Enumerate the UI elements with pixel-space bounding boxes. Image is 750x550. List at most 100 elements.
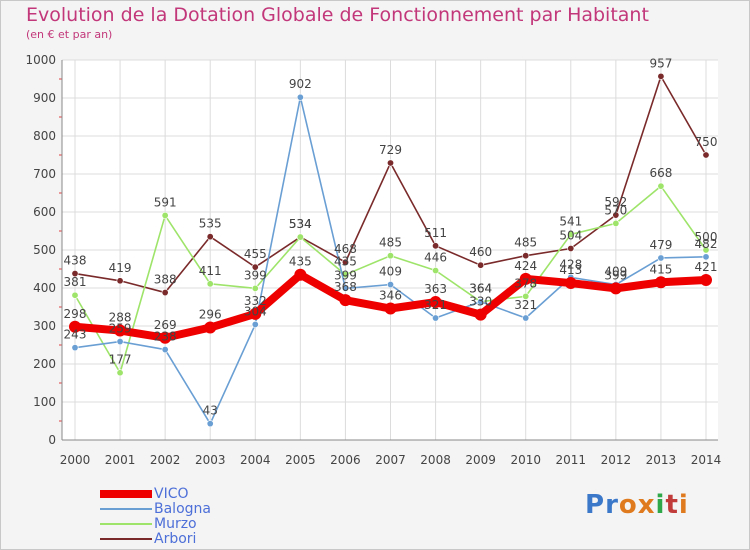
data-label-vico: 288 [109, 311, 132, 325]
data-point-balogna [386, 281, 394, 289]
data-point-balogna [161, 346, 169, 354]
data-point-arbori [477, 261, 485, 269]
data-label-vico: 413 [559, 263, 582, 277]
data-label-murzo: 378 [514, 276, 537, 290]
data-label-vico: 346 [379, 289, 402, 303]
data-point-arbori [161, 289, 169, 297]
data-label-arbori: 468 [334, 242, 357, 256]
logo-letter: t [665, 490, 679, 520]
data-label-balogna: 304 [244, 304, 267, 318]
data-label-murzo: 399 [244, 268, 267, 282]
data-label-murzo: 500 [695, 230, 718, 244]
data-label-arbori: 455 [244, 247, 267, 261]
x-tick-label: 2006 [330, 453, 361, 467]
data-label-arbori: 460 [469, 245, 492, 259]
logo-letter: r [605, 490, 619, 520]
data-label-arbori: 534 [289, 217, 312, 231]
data-label-arbori: 388 [154, 273, 177, 287]
data-point-arbori [432, 242, 440, 250]
data-label-vico: 424 [514, 259, 537, 273]
data-point-vico [564, 277, 577, 290]
data-label-murzo: 381 [64, 275, 87, 289]
data-label-balogna: 321 [424, 298, 447, 312]
data-label-vico: 399 [604, 268, 627, 282]
data-label-arbori: 504 [559, 228, 582, 242]
data-point-murzo [251, 284, 259, 292]
logo-letter: o [618, 490, 638, 520]
data-point-arbori [612, 211, 620, 219]
proxiti-logo: Proxiti [585, 490, 689, 520]
data-point-vico [654, 276, 667, 289]
data-label-arbori: 592 [604, 195, 627, 209]
data-label-balogna: 902 [289, 77, 312, 91]
data-point-balogna [702, 253, 710, 261]
legend-swatch [100, 507, 152, 510]
data-point-balogna [296, 93, 304, 101]
data-label-balogna: 259 [109, 322, 132, 336]
y-tick-label: 0 [48, 433, 56, 447]
data-label-arbori: 485 [514, 236, 537, 250]
y-tick-label: 100 [33, 395, 56, 409]
x-tick-label: 2010 [510, 453, 541, 467]
data-point-vico [519, 272, 532, 285]
data-point-murzo [206, 280, 214, 288]
data-point-murzo [702, 246, 710, 254]
data-point-balogna [477, 298, 485, 306]
data-point-balogna [206, 420, 214, 428]
data-point-vico [204, 321, 217, 334]
data-point-vico [339, 294, 352, 307]
data-label-balogna: 409 [604, 265, 627, 279]
data-point-vico [249, 307, 262, 320]
data-point-arbori [251, 263, 259, 271]
data-point-murzo [657, 182, 665, 190]
data-label-murzo: 668 [649, 166, 672, 180]
data-point-murzo [161, 211, 169, 219]
data-point-arbori [116, 277, 124, 285]
data-label-vico: 330 [469, 295, 492, 309]
y-tick-label: 1000 [25, 53, 56, 67]
x-tick-label: 2014 [691, 453, 722, 467]
data-label-balogna: 243 [64, 328, 87, 342]
data-point-vico [609, 282, 622, 295]
data-point-murzo [71, 291, 79, 299]
data-point-vico [114, 324, 127, 337]
legend-swatch [100, 489, 152, 498]
y-tick-label: 400 [33, 281, 56, 295]
x-tick-label: 2003 [195, 453, 226, 467]
logo-letter: P [585, 490, 606, 520]
x-tick-label: 2007 [375, 453, 406, 467]
data-point-arbori [71, 270, 79, 278]
chart-title: Evolution de la Dotation Globale de Fonc… [26, 4, 649, 26]
data-point-arbori [341, 258, 349, 266]
data-label-murzo: 435 [334, 255, 357, 269]
data-label-vico: 415 [649, 262, 672, 276]
y-tick-label: 200 [33, 357, 56, 371]
data-point-murzo [296, 233, 304, 241]
x-tick-label: 2012 [601, 453, 632, 467]
data-label-murzo: 591 [154, 195, 177, 209]
data-label-balogna: 428 [559, 257, 582, 271]
data-label-murzo: 364 [469, 282, 492, 296]
x-tick-label: 2001 [105, 453, 136, 467]
data-label-arbori: 511 [424, 226, 447, 240]
legend-item-vico: VICO [100, 486, 211, 502]
x-tick-label: 2000 [60, 453, 91, 467]
data-point-arbori [702, 151, 710, 159]
legend-swatch [100, 537, 152, 540]
data-label-vico: 298 [64, 307, 87, 321]
data-label-vico: 332 [244, 294, 267, 308]
data-point-vico [69, 320, 81, 333]
data-label-balogna: 409 [379, 265, 402, 279]
chart-subtitle: (en € et par an) [26, 28, 113, 41]
data-point-murzo [522, 292, 530, 300]
data-point-balogna [432, 314, 440, 322]
y-tick-label: 900 [33, 91, 56, 105]
data-label-balogna: 482 [695, 237, 718, 251]
data-label-arbori: 750 [695, 135, 718, 149]
data-label-vico: 421 [695, 260, 718, 274]
legend-swatch [100, 522, 152, 525]
y-tick-label: 300 [33, 319, 56, 333]
y-tick-label: 700 [33, 167, 56, 181]
data-label-arbori: 535 [199, 217, 222, 231]
